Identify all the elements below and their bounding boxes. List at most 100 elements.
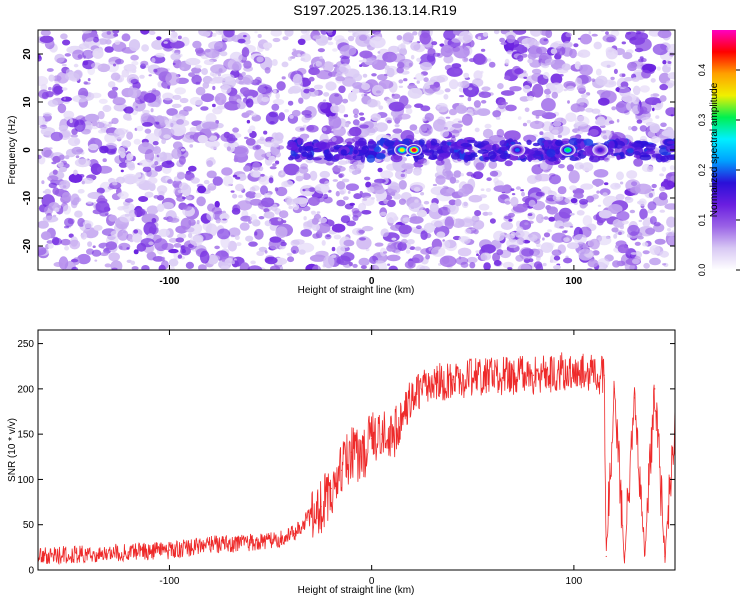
spectrogram-cell xyxy=(497,83,504,90)
spectrogram-cell xyxy=(472,78,484,87)
spectrogram-y-axis-label: Frequency (Hz) xyxy=(7,116,18,185)
spectrogram-cell xyxy=(438,206,451,216)
spectrogram-cell xyxy=(189,126,198,133)
spectrogram-cell xyxy=(243,165,251,172)
spectrogram-cell xyxy=(203,59,214,66)
spectrogram-cell xyxy=(120,169,124,173)
spectrogram-cell xyxy=(237,38,246,44)
spectrogram-band-cell xyxy=(500,146,508,151)
spectrogram-cell xyxy=(397,61,405,69)
spectrogram-cell xyxy=(126,161,135,169)
spectrogram-cell xyxy=(608,120,615,124)
spectrogram-cell xyxy=(436,231,446,239)
spectrogram-cell xyxy=(462,57,469,63)
snr-point xyxy=(633,397,636,399)
spectrogram-cell xyxy=(569,185,577,191)
spectrogram-cell xyxy=(553,211,570,224)
spectrogram-cell xyxy=(453,45,470,59)
spectrogram-cell xyxy=(180,217,192,230)
spectrogram-cell xyxy=(211,32,217,37)
spectrogram-cell xyxy=(352,108,359,115)
spectrogram-cell xyxy=(582,215,593,227)
spectrogram-cell xyxy=(118,162,128,168)
spectrogram-cell xyxy=(223,30,235,38)
spectrogram-cell xyxy=(97,110,105,120)
spectrogram-cell xyxy=(343,239,355,247)
spectrogram-band-cell xyxy=(352,154,364,161)
spectrogram-cell xyxy=(499,194,509,200)
spectrogram-cell xyxy=(304,187,311,192)
spectrogram-cell xyxy=(398,79,404,84)
spectrogram-cell xyxy=(544,88,552,95)
spectrogram-cell xyxy=(331,136,337,142)
spectrogram-cell xyxy=(457,81,463,88)
spectrogram-cell xyxy=(517,116,522,120)
spectrogram-cell xyxy=(264,67,271,74)
spectrogram-cell xyxy=(184,153,189,156)
spectrogram-cell xyxy=(624,77,633,82)
x-tick-label: 0 xyxy=(369,276,375,287)
snr-point xyxy=(664,555,666,558)
spectrogram-cell xyxy=(171,103,182,108)
spectrogram-cell xyxy=(231,260,235,265)
spectrogram-cell xyxy=(363,93,368,97)
spectrogram-band-cell xyxy=(492,144,497,152)
spectrogram-x-axis-label: Height of straight line (km) xyxy=(298,285,415,296)
spectrogram-cell xyxy=(638,198,647,207)
spectrogram-cell xyxy=(176,119,185,125)
spectrogram-cell xyxy=(558,164,565,169)
spectrogram-cell xyxy=(647,201,657,211)
spectrogram-cell xyxy=(297,38,306,45)
spectrogram-band-cell xyxy=(426,140,432,149)
spectrogram-cell xyxy=(93,36,99,43)
spectrogram-cell xyxy=(311,210,317,216)
spectrogram-cell xyxy=(196,219,200,225)
spectrogram-cell xyxy=(200,93,215,103)
spectrogram-cell xyxy=(550,73,563,85)
spectrogram-cell xyxy=(277,218,282,222)
spectrogram-cell xyxy=(323,193,329,200)
spectrogram-cell xyxy=(345,183,359,191)
spectrogram-cell xyxy=(168,258,179,267)
spectrogram-cell xyxy=(478,203,490,211)
spectrogram-cell xyxy=(185,261,194,269)
spectrogram-cell xyxy=(362,58,367,63)
spectrogram-cell xyxy=(593,169,609,178)
spectrogram-cell xyxy=(597,258,610,268)
spectrogram-cell xyxy=(573,234,587,244)
spectrogram-cell xyxy=(562,230,568,234)
spectrogram-cell xyxy=(659,173,664,177)
spectrogram-cell xyxy=(386,67,395,78)
spectrogram-cell xyxy=(255,144,262,150)
spectrogram-cell xyxy=(152,256,165,262)
spectrogram-cell xyxy=(298,197,308,208)
spectrogram-cell xyxy=(177,254,183,259)
spectrogram-cell xyxy=(374,100,381,107)
spectrogram-cell xyxy=(448,79,459,90)
spectrogram-cell xyxy=(318,59,324,62)
spectrogram-cell xyxy=(142,141,149,148)
spectrogram-cell xyxy=(210,145,218,150)
spectrogram-cell xyxy=(504,200,511,205)
spectrogram-cell xyxy=(665,231,675,237)
spectrogram-cell xyxy=(661,166,667,172)
spectrogram-cell xyxy=(166,72,172,78)
spectrogram-band-cell xyxy=(334,153,345,160)
spectrogram-cell xyxy=(443,30,456,41)
spectrogram-cell xyxy=(324,234,332,240)
spectrogram-cell xyxy=(602,192,608,197)
spectrogram-band-cell xyxy=(465,139,477,144)
spectrogram-cell xyxy=(489,170,499,177)
spectrogram-cell xyxy=(47,99,59,107)
spectrogram-cell xyxy=(480,244,496,254)
spectrogram-cell xyxy=(486,177,492,182)
spectrogram-cell xyxy=(432,183,437,187)
spectrogram-cell xyxy=(194,64,202,69)
spectrogram-cell xyxy=(47,243,54,249)
spectrogram-cell xyxy=(390,109,401,118)
snr-series-line xyxy=(38,352,675,566)
spectrogram-cell xyxy=(391,237,397,241)
spectrogram-cell xyxy=(265,112,279,125)
spectrogram-cell xyxy=(220,264,230,270)
spectrogram-cell xyxy=(347,190,351,194)
